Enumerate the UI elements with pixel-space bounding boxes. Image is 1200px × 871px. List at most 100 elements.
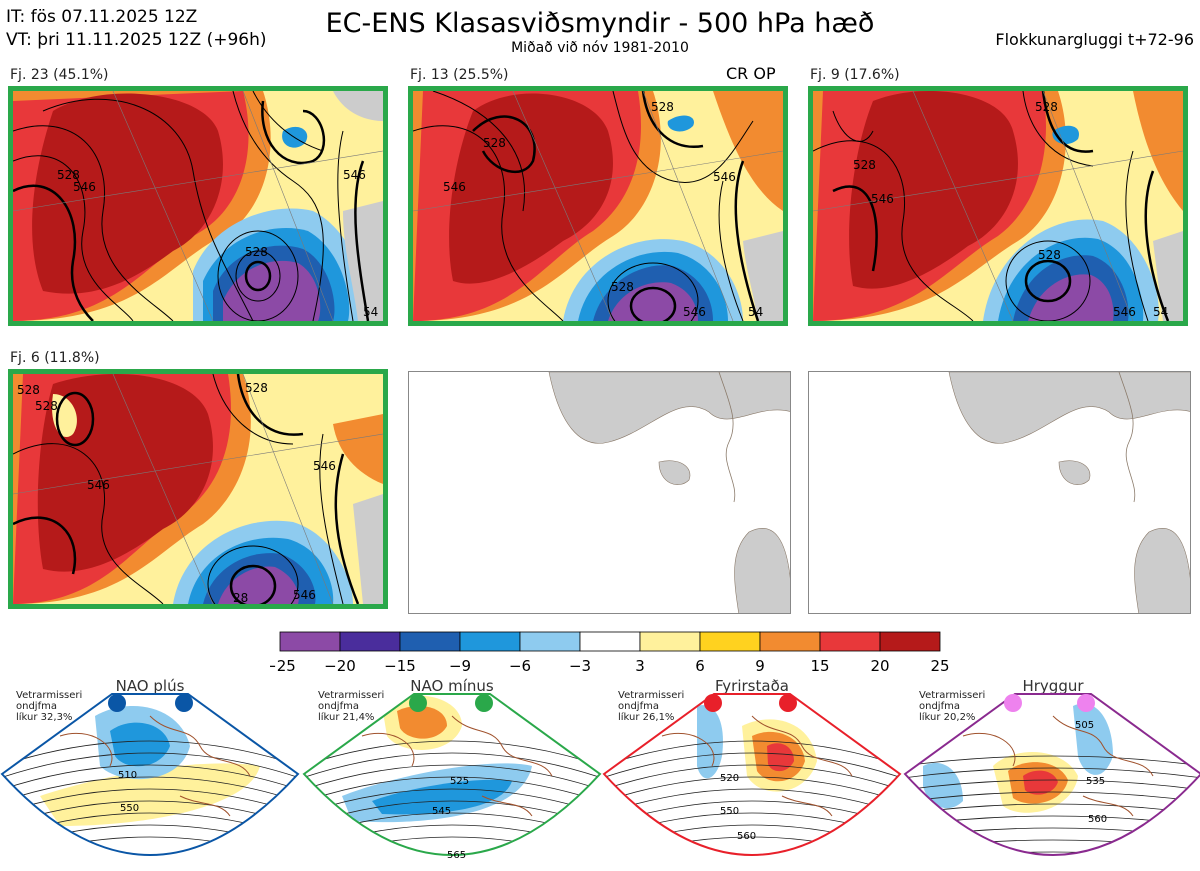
- regime-title: Fyrirstaða: [715, 677, 789, 695]
- colorbar: −25 −20 −15 −9 −6 −3 3 6 9 15 20 25: [270, 631, 950, 675]
- contour-label: 546: [683, 305, 706, 319]
- regime-border: [903, 693, 1200, 856]
- cluster-map-4[interactable]: 528 528 528 546 546 28 546: [8, 369, 388, 609]
- regime-marker-dot: [704, 694, 722, 712]
- valid-time: VT: þri 11.11.2025 12Z (+96h): [6, 30, 267, 50]
- colorbar-tick-label: 9: [755, 657, 765, 675]
- height-contour: [304, 788, 600, 815]
- panel-label-4: Fj. 6 (11.8%): [10, 350, 100, 366]
- height-contour: [304, 824, 600, 851]
- regime-contour-label: 520: [720, 773, 739, 784]
- page-title: EC-ENS Klasasviðsmyndir - 500 hPa hæð: [325, 8, 875, 39]
- regime-border: [602, 693, 902, 856]
- height-contour: [905, 755, 1200, 767]
- regime-panel-3: Vetrarmisseri ondjfma líkur 20,2% Hryggur 50…: [903, 676, 1200, 871]
- colorbar-swatch: [339, 631, 401, 652]
- contour-label: 528: [1035, 100, 1058, 114]
- empty-map-5: [408, 371, 791, 614]
- regime-map: 525 545 565: [302, 693, 602, 861]
- contour-label: 546: [87, 478, 110, 492]
- cluster-map-3[interactable]: 528 528 546 528 546 54: [808, 86, 1188, 326]
- control-run-label: CR OP: [726, 64, 776, 83]
- height-contour: [2, 764, 298, 791]
- regime-contour-label: 560: [737, 831, 756, 842]
- contour-label: 528: [483, 136, 506, 150]
- regime-panel-0: Vetrarmisseri ondjfma líkur 32,3% NAO plús 5…: [0, 676, 300, 871]
- height-contour: [604, 764, 900, 791]
- regime-map: 510 550: [0, 693, 300, 856]
- contour-label: 546: [871, 192, 894, 206]
- colorbar-swatch: [699, 631, 761, 652]
- regime-title: Hryggur: [1022, 677, 1084, 695]
- contour-label: 546: [443, 180, 466, 194]
- classification-window: Flokkunargluggi t+72-96: [995, 30, 1194, 49]
- colorbar-swatch: [399, 631, 461, 652]
- contour-label: 546: [73, 180, 96, 194]
- anomaly-map-3: 528 528 546 528 546 54: [813, 91, 1183, 321]
- colorbar-swatch: [579, 631, 641, 652]
- contour-label: 528: [853, 158, 876, 172]
- height-contour: [304, 812, 600, 839]
- colorbar-tick-label: −6: [509, 657, 531, 675]
- regime-note: Vetrarmisseri ondjfma líkur 26,1%: [618, 690, 685, 723]
- panel-label-2: Fj. 13 (25.5%): [410, 67, 509, 83]
- coastline: [59, 715, 251, 817]
- contour-label: 546: [343, 168, 366, 182]
- coastline: [361, 715, 553, 817]
- colorbar-tick-label: −9: [449, 657, 471, 675]
- contour-label: 546: [713, 170, 736, 184]
- regime-contour-label: 505: [1075, 720, 1094, 731]
- height-contour: [604, 788, 900, 815]
- regime-marker-dot: [175, 694, 193, 712]
- height-contour: [905, 779, 1200, 791]
- height-contour: [604, 752, 900, 779]
- height-contour: [2, 824, 298, 851]
- regime-note: Vetrarmisseri ondjfma líkur 21,4%: [318, 690, 385, 723]
- anomaly-area: [697, 705, 723, 779]
- height-contour: [905, 815, 1200, 827]
- colorbar-tick-label: −15: [384, 657, 416, 675]
- contour-label: 528: [611, 280, 634, 294]
- coastline: [962, 715, 1154, 817]
- colorbar-swatch: [639, 631, 701, 652]
- regime-marker-dot: [1004, 694, 1022, 712]
- cluster-map-2[interactable]: 528 528 546 546 528 546 54: [408, 86, 788, 326]
- empty-map-6: [808, 371, 1191, 614]
- anomaly-map-2: 528 528 546 546 528 546 54: [413, 91, 783, 321]
- height-contour: [304, 764, 600, 791]
- regime-panel-2: Vetrarmisseri ondjfma líkur 26,1% Fyrirstað…: [602, 676, 902, 871]
- regime-contour-label: 550: [720, 806, 739, 817]
- height-contour: [2, 788, 298, 815]
- regime-note: Vetrarmisseri ondjfma líkur 20,2%: [919, 690, 986, 723]
- contour-label: 528: [245, 381, 268, 395]
- regime-contour-label: 535: [1086, 776, 1105, 787]
- regime-title: NAO plús: [115, 677, 185, 695]
- header-info: IT: fös 07.11.2025 12Z VT: þri 11.11.202…: [6, 6, 267, 52]
- contour-label: 54: [1153, 305, 1168, 319]
- height-contour: [905, 851, 1200, 855]
- contour-label: 528: [651, 100, 674, 114]
- height-contour: [2, 836, 298, 855]
- colorbar-tick-label: 15: [810, 657, 829, 675]
- regime-panel-1: Vetrarmisseri ondjfma líkur 21,4% NAO mínus…: [302, 676, 602, 871]
- contour-label: 54: [363, 305, 378, 319]
- regime-map: 505 535 560: [903, 693, 1200, 856]
- regime-contour-label: 550: [120, 803, 139, 814]
- colorbar-swatch: [879, 631, 941, 652]
- height-contour: [304, 776, 600, 803]
- colorbar-tick-label: −20: [324, 657, 356, 675]
- contour-label: 546: [1113, 305, 1136, 319]
- contour-label: 28: [233, 591, 248, 604]
- regime-contour-label: 525: [450, 776, 469, 787]
- colorbar-tick-label: 25: [930, 657, 949, 675]
- cluster-map-1[interactable]: 528 546 528 546 54: [8, 86, 388, 326]
- coastline: [661, 715, 853, 817]
- regime-contour-label: 545: [432, 806, 451, 817]
- panel-label-1: Fj. 23 (45.1%): [10, 67, 109, 83]
- colorbar-tick-label: 3: [635, 657, 645, 675]
- contour-label: 528: [245, 245, 268, 259]
- regime-contour-label: 565: [447, 850, 466, 861]
- initial-time: IT: fös 07.11.2025 12Z: [6, 7, 198, 27]
- colorbar-swatch: [279, 631, 341, 652]
- contour-label: 546: [313, 459, 336, 473]
